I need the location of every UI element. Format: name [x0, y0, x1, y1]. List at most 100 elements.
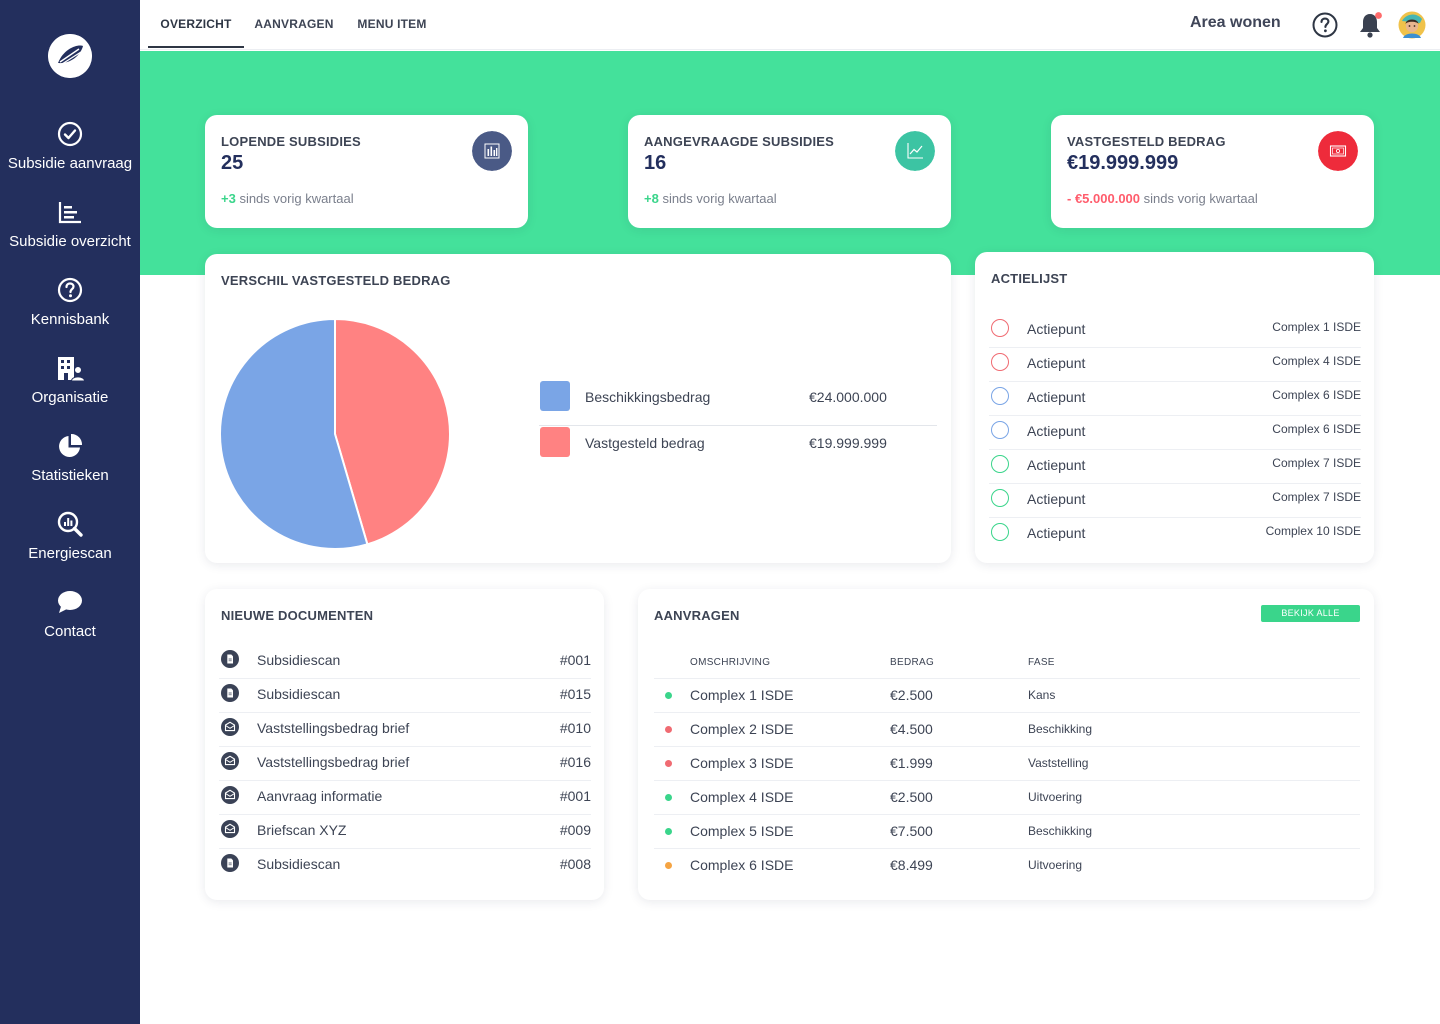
table-row[interactable]: Complex 6 ISDE €8.499 Uitvoering [654, 848, 1360, 882]
stat-title: LOPENDE SUBSIDIES [221, 134, 361, 149]
document-item[interactable]: Aanvraag informatie #001 [219, 781, 591, 815]
action-tag: Complex 4 ISDE [1272, 354, 1361, 368]
pie-chart-icon [59, 433, 83, 457]
pie-slice-vastgesteld-bedrag[interactable] [334, 317, 451, 546]
table-row[interactable]: Complex 1 ISDE €2.500 Kans [654, 678, 1360, 712]
area-selector[interactable]: Area wonen [1190, 14, 1281, 31]
action-item[interactable]: Actiepunt Complex 6 ISDE [989, 382, 1361, 416]
action-item[interactable]: Actiepunt Complex 1 ISDE [989, 314, 1361, 348]
action-label: Actiepunt [1027, 491, 1086, 507]
column-header-bedrag[interactable]: BEDRAG [890, 657, 935, 668]
action-tag: Complex 10 ISDE [1265, 524, 1361, 538]
table-row[interactable]: Complex 2 ISDE €4.500 Beschikking [654, 712, 1360, 746]
document-icon [221, 854, 239, 872]
status-dot [665, 862, 672, 869]
column-header-omschrijving[interactable]: OMSCHRIJVING [690, 657, 771, 668]
document-item[interactable]: Subsidiescan #015 [219, 679, 591, 713]
request-phase: Beschikking [1028, 722, 1093, 736]
action-item[interactable]: Actiepunt Complex 4 ISDE [989, 348, 1361, 382]
pie-chart [219, 317, 451, 550]
pie-chart-card: VERSCHIL VASTGESTELD BEDRAG Beschikkings… [205, 254, 951, 563]
sidebar-item-label: Statistieken [31, 467, 109, 484]
action-checkbox[interactable] [991, 387, 1009, 405]
document-label: Subsidiescan [257, 856, 341, 872]
help-icon[interactable] [1311, 11, 1339, 39]
stat-title: AANGEVRAAGDE SUBSIDIES [644, 134, 835, 149]
sidebar-item-kennisbank[interactable]: Kennisbank [0, 276, 140, 346]
action-checkbox[interactable] [991, 421, 1009, 439]
document-number: #009 [559, 822, 591, 838]
document-label: Subsidiescan [257, 652, 341, 668]
document-number: #016 [559, 754, 591, 770]
tab-menu-item[interactable]: MENU ITEM [357, 17, 427, 31]
action-checkbox[interactable] [991, 353, 1009, 371]
action-checkbox[interactable] [991, 489, 1009, 507]
stat-suffix: sinds vorig kwartaal [1140, 191, 1258, 206]
sidebar-item-energiescan[interactable]: Energiescan [0, 510, 140, 580]
money-icon [1318, 131, 1358, 171]
action-checkbox[interactable] [991, 523, 1009, 541]
legend-swatch [540, 381, 570, 411]
action-item[interactable]: Actiepunt Complex 7 ISDE [989, 484, 1361, 518]
stat-delta: - €5.000.000 [1067, 191, 1141, 206]
stat-value: 16 [644, 152, 667, 174]
action-tag: Complex 6 ISDE [1272, 388, 1361, 402]
bar-chart-icon [472, 131, 512, 171]
avatar[interactable] [1398, 11, 1426, 39]
legend-value: €19.999.999 [809, 435, 887, 451]
stat-delta: +3 [221, 191, 236, 206]
logo[interactable] [48, 34, 92, 78]
card-title: NIEUWE DOCUMENTEN [221, 608, 374, 623]
table-row[interactable]: Complex 5 ISDE €7.500 Beschikking [654, 814, 1360, 848]
envelope-icon [221, 786, 239, 804]
document-item[interactable]: Subsidiescan #008 [219, 849, 591, 883]
legend-value: €24.000.000 [809, 389, 887, 405]
action-checkbox[interactable] [991, 319, 1009, 337]
request-amount: €4.500 [890, 721, 933, 737]
bell-icon[interactable] [1356, 11, 1384, 39]
document-number: #008 [559, 856, 591, 872]
stat-suffix: sinds vorig kwartaal [658, 191, 777, 206]
tab-overzicht[interactable]: OVERZICHT [148, 0, 244, 48]
column-header-fase[interactable]: FASE [1028, 657, 1055, 668]
pie-slice-beschikkingsbedrag[interactable] [219, 317, 369, 550]
legend-swatch [540, 427, 570, 457]
status-dot [665, 760, 672, 767]
envelope-icon [221, 820, 239, 838]
document-number: #010 [559, 720, 591, 736]
sidebar-item-subsidie-aanvraag[interactable]: Subsidie aanvraag [0, 120, 140, 190]
request-description: Complex 1 ISDE [690, 687, 794, 703]
action-item[interactable]: Actiepunt Complex 6 ISDE [989, 416, 1361, 450]
document-item[interactable]: Vaststellingsbedrag brief #010 [219, 713, 591, 747]
action-checkbox[interactable] [991, 455, 1009, 473]
document-item[interactable]: Briefscan XYZ #009 [219, 815, 591, 849]
bar-list-icon [58, 202, 81, 224]
action-item[interactable]: Actiepunt Complex 7 ISDE [989, 450, 1361, 484]
action-item[interactable]: Actiepunt Complex 10 ISDE [989, 518, 1361, 552]
view-all-button[interactable]: BEKIJK ALLE [1261, 605, 1360, 622]
stat-card-vastgesteld-bedrag: VASTGESTELD BEDRAG €19.999.999 - €5.000.… [1051, 115, 1374, 228]
sidebar-item-organisatie[interactable]: Organisatie [0, 354, 140, 424]
request-description: Complex 3 ISDE [690, 755, 794, 771]
sidebar-item-subsidie-overzicht[interactable]: Subsidie overzicht [0, 198, 140, 268]
sidebar-item-contact[interactable]: Contact [0, 588, 140, 658]
sidebar-item-statistieken[interactable]: Statistieken [0, 432, 140, 502]
document-label: Vaststellingsbedrag brief [257, 720, 410, 736]
stat-subtitle: +3 sinds vorig kwartaal [221, 191, 354, 206]
table-row[interactable]: Complex 4 ISDE €2.500 Uitvoering [654, 780, 1360, 814]
action-label: Actiepunt [1027, 457, 1086, 473]
document-item[interactable]: Subsidiescan #001 [219, 645, 591, 679]
envelope-icon [221, 752, 239, 770]
stat-delta: +8 [644, 191, 659, 206]
line-chart-icon [895, 131, 935, 171]
document-icon [221, 684, 239, 702]
document-item[interactable]: Vaststellingsbedrag brief #016 [219, 747, 591, 781]
document-number: #001 [559, 652, 591, 668]
status-dot [665, 726, 672, 733]
table-row[interactable]: Complex 3 ISDE €1.999 Vaststelling [654, 746, 1360, 780]
document-label: Subsidiescan [257, 686, 341, 702]
status-dot [665, 828, 672, 835]
sidebar-item-label: Subsidie overzicht [9, 233, 131, 250]
tab-aanvragen[interactable]: AANVRAGEN [254, 17, 334, 31]
action-tag: Complex 6 ISDE [1272, 422, 1361, 436]
